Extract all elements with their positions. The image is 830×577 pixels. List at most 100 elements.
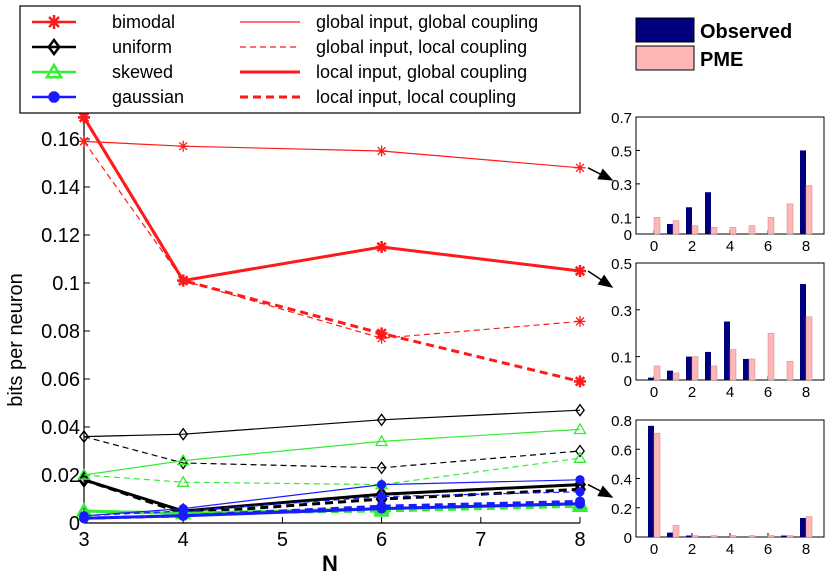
series-line-gaussian-15 [83, 499, 581, 520]
bar-y-tick-label: 0.7 [611, 110, 632, 127]
observed-bar-2 [686, 207, 692, 234]
data-point-skewed [374, 434, 389, 447]
pme-bar-7 [786, 361, 794, 381]
series-line-bimodal-3 [82, 116, 581, 383]
series-line-bimodal-1 [83, 141, 581, 339]
y-tick-label: 0.06 [41, 369, 80, 391]
bar-legend-swatch-observed [635, 17, 695, 43]
legend: bimodal uniform skewed gaussian global input… [19, 5, 581, 114]
bar-y-tick-label: 0 [624, 530, 632, 547]
observed-bar-8 [800, 284, 806, 380]
observed-bar-2 [686, 535, 692, 537]
pme-bar-0 [653, 365, 661, 381]
x-tick-label: 7 [475, 529, 486, 551]
observed-bar-4 [724, 321, 730, 380]
bar-x-tick-label: 6 [764, 541, 772, 558]
pme-bar-4 [729, 349, 737, 381]
pme-bar-1 [672, 372, 680, 381]
bar-legend-label-pme: PME [700, 49, 743, 71]
bar-x-tick-label: 6 [764, 384, 772, 401]
y-tick-label: 0.16 [41, 129, 80, 151]
legend-marker-skewed [44, 62, 64, 79]
pme-bar-8 [805, 185, 813, 235]
bar-legend-label-observed: Observed [700, 21, 792, 43]
data-point-skewed [176, 475, 190, 487]
data-point-bimodal [375, 241, 388, 253]
legend-label-skewed: skewed [112, 62, 173, 82]
bar-legend: Observed PME [635, 17, 792, 71]
legend-condition-label: local input, global coupling [316, 62, 527, 82]
pme-bar-5 [748, 535, 756, 538]
bar-y-tick-label: 0.4 [611, 472, 632, 489]
series-line-skewed-8 [83, 428, 581, 476]
data-point-uniform [178, 427, 189, 441]
pme-bar-0 [653, 217, 661, 235]
data-point-uniform [376, 413, 387, 427]
pme-bar-1 [672, 525, 680, 538]
y-tick-label: 0.08 [41, 321, 80, 343]
legend-label-gaussian: gaussian [112, 87, 184, 107]
bar-panel-1: 00.10.30.50.70 2 4 6 8 [611, 110, 825, 255]
bar-x-tick-label: 8 [802, 541, 810, 558]
series-line-gaussian-12 [83, 479, 581, 517]
y-tick-label: 0.04 [41, 417, 80, 439]
observed-bar-5 [743, 358, 749, 380]
bar-x-tick-label: 6 [764, 238, 772, 255]
bar-x-tick-label: 0 [650, 541, 658, 558]
data-point-uniform [77, 471, 91, 488]
data-point-bimodal [574, 375, 586, 388]
data-point-gaussian [575, 475, 585, 485]
data-point-bimodal [78, 135, 90, 147]
bar-panel-2: 0 0.1 0.3 0.5 0 2 4 6 8 [611, 256, 825, 401]
legend-marker-gaussian [48, 91, 60, 103]
series-line-uniform-7 [83, 478, 581, 515]
data-point-skewed [176, 453, 190, 466]
data-point-skewed [77, 468, 91, 480]
data-point-gaussian [575, 496, 585, 507]
x-tick-label: 6 [376, 529, 387, 551]
series-line-skewed-9 [83, 457, 581, 486]
x-tick-label: 8 [574, 529, 585, 551]
main-line-chart: 3 4 5 6 7 8 0 0.02 0.04 0.06 0.08 0.1 0.12 0.14 0.16 [41, 111, 589, 551]
pme-bar-5 [748, 358, 756, 381]
series-line-uniform-4 [83, 409, 581, 438]
pme-bar-8 [805, 516, 813, 538]
data-point-bimodal [177, 274, 190, 287]
observed-bar-7 [781, 535, 787, 537]
data-point-skewed [573, 451, 587, 463]
pme-bar-3 [710, 227, 718, 235]
observed-bar-1 [667, 370, 673, 380]
bar-x-tick-label: 8 [802, 384, 810, 401]
bar-y-tick-label: 0.5 [611, 143, 632, 160]
pme-bar-3 [710, 365, 718, 381]
observed-bar-1 [667, 223, 673, 234]
annotation-arrows [587, 167, 614, 498]
pme-bar-2 [691, 225, 699, 235]
bar-x-tick-label: 2 [688, 384, 696, 401]
panel-arrow-1 [587, 167, 614, 181]
data-point-gaussian [376, 479, 387, 490]
data-point-gaussian [376, 491, 387, 502]
observed-bar-8 [800, 150, 806, 234]
bar-y-tick-label: 0 [624, 373, 632, 390]
data-point-bimodal [375, 327, 388, 340]
pme-bar-6 [767, 217, 775, 235]
data-point-gaussian [376, 501, 387, 512]
y-tick-label: 0.14 [41, 177, 80, 199]
pme-bar-1 [672, 220, 680, 235]
y-tick-label: 0.12 [41, 225, 80, 247]
bar-y-tick-label: 0.1 [611, 350, 632, 367]
x-axis-label: N [322, 551, 338, 576]
bar-panel-3: 0 0.2 0.4 0.6 0.8 0 2 4 6 8 [611, 413, 825, 558]
observed-bar-0 [648, 377, 654, 380]
legend-label-bimodal: bimodal [112, 12, 175, 32]
observed-bar-3 [705, 351, 711, 380]
data-point-uniform [575, 403, 585, 417]
pme-bar-7 [786, 203, 794, 235]
y-tick-label: 0.02 [41, 465, 80, 487]
data-point-bimodal [574, 162, 586, 174]
observed-bar-2 [686, 356, 692, 380]
legend-box [19, 5, 581, 114]
y-tick-label: 0 [69, 513, 80, 535]
data-point-skewed [573, 422, 587, 435]
